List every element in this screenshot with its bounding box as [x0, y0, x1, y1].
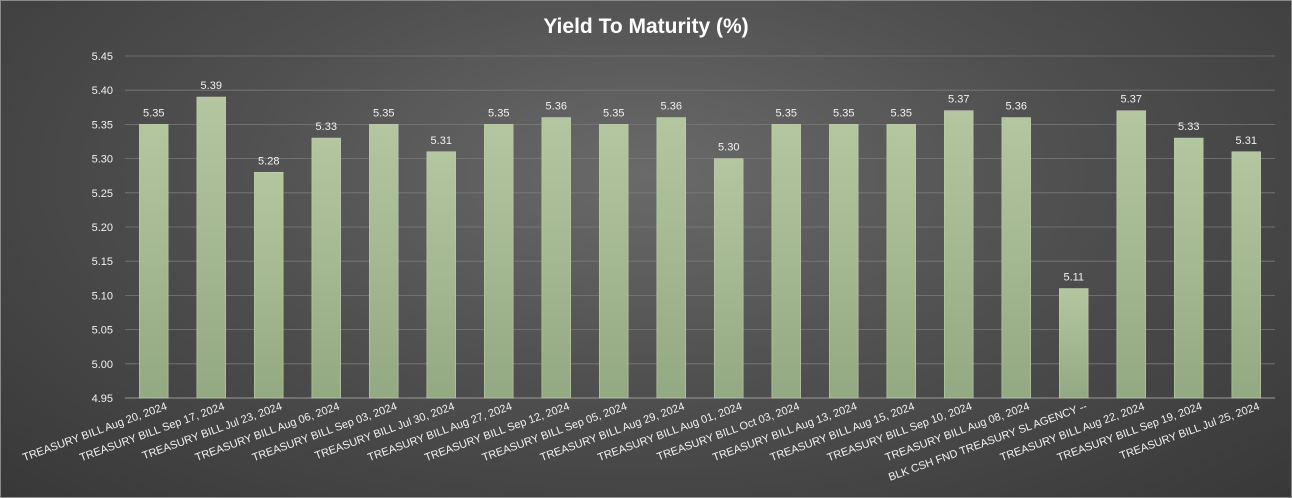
data-label: 5.35 — [488, 107, 509, 119]
data-label: 5.31 — [1236, 135, 1257, 147]
data-label: 5.33 — [1178, 121, 1199, 133]
data-label: 5.33 — [316, 121, 337, 133]
bar — [599, 124, 629, 399]
y-tick-label: 5.35 — [92, 119, 113, 131]
bar — [484, 124, 514, 399]
data-label: 5.28 — [258, 155, 279, 167]
y-tick-label: 5.30 — [92, 154, 113, 166]
bar — [1174, 137, 1204, 399]
y-tick-label: 5.10 — [92, 290, 113, 302]
data-label: 5.30 — [718, 142, 739, 154]
data-label: 5.35 — [373, 107, 394, 119]
bar — [426, 151, 456, 399]
y-tick-label: 5.45 — [92, 51, 113, 63]
y-tick-label: 5.15 — [92, 256, 113, 268]
data-label: 5.36 — [661, 101, 682, 113]
chart-title: Yield To Maturity (%) — [543, 15, 748, 38]
bar — [196, 96, 226, 399]
bar — [944, 110, 974, 399]
bar — [254, 171, 284, 399]
bar — [311, 137, 341, 399]
bar — [656, 117, 686, 399]
data-label: 5.35 — [603, 107, 624, 119]
data-label: 5.36 — [1006, 101, 1027, 113]
y-tick-label: 5.00 — [92, 359, 113, 371]
data-label: 5.35 — [143, 107, 164, 119]
data-label: 5.31 — [431, 135, 452, 147]
y-tick-label: 5.05 — [92, 325, 113, 337]
bar — [1231, 151, 1261, 399]
y-tick-label: 5.40 — [92, 85, 113, 97]
data-label: 5.35 — [833, 107, 854, 119]
y-tick-label: 5.25 — [92, 188, 113, 200]
bar — [771, 124, 801, 399]
bar — [369, 124, 399, 399]
bar — [139, 124, 169, 399]
bar — [1116, 110, 1146, 399]
bar — [714, 158, 744, 399]
bar — [1001, 117, 1031, 399]
y-tick-label: 4.95 — [92, 393, 113, 405]
bar — [886, 124, 916, 399]
bar — [1059, 288, 1089, 399]
bar — [829, 124, 859, 399]
y-tick-label: 5.20 — [92, 222, 113, 234]
data-label: 5.37 — [1121, 94, 1142, 106]
data-label: 5.35 — [776, 107, 797, 119]
data-label: 5.37 — [948, 94, 969, 106]
bar — [541, 117, 571, 399]
data-label: 5.39 — [201, 80, 222, 92]
data-label: 5.35 — [891, 107, 912, 119]
data-label: 5.36 — [546, 101, 567, 113]
data-label: 5.11 — [1063, 272, 1084, 284]
